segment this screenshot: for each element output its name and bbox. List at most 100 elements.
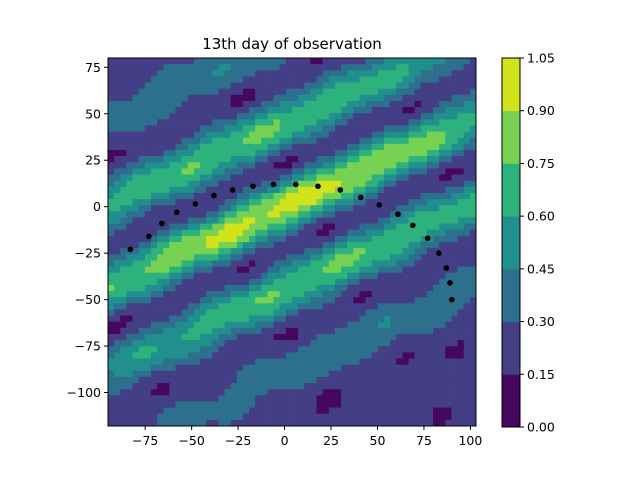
contour-cell: [457, 199, 465, 206]
contour-cell: [249, 150, 256, 157]
contour-cell: [341, 192, 348, 200]
contour-cell: [138, 156, 146, 163]
contour-cell: [463, 217, 471, 225]
contour-cell: [144, 94, 152, 102]
contour-cell: [242, 131, 250, 139]
contour-cell: [138, 291, 146, 298]
contour-cell: [273, 327, 281, 335]
contour-cell: [341, 364, 348, 372]
contour-cell: [408, 291, 416, 298]
contour-cell: [157, 70, 164, 77]
contour-cell: [396, 192, 403, 200]
contour-cell: [304, 94, 311, 102]
contour-cell: [292, 248, 299, 255]
contour-cell: [469, 217, 476, 225]
contour-cell: [402, 395, 410, 403]
contour-cell: [261, 358, 269, 366]
contour-cell: [114, 364, 121, 372]
contour-cell: [108, 376, 115, 384]
contour-cell: [157, 223, 164, 231]
contour-cell: [114, 125, 121, 133]
contour-cell: [175, 88, 183, 96]
contour-cell: [328, 260, 336, 268]
contour-cell: [230, 346, 238, 353]
contour-cell: [396, 272, 403, 280]
contour-cell: [114, 205, 121, 212]
contour-cell: [426, 340, 434, 347]
contour-cell: [469, 150, 476, 157]
contour-cell: [414, 383, 422, 390]
contour-cell: [230, 254, 238, 261]
contour-cell: [169, 272, 177, 280]
contour-cell: [187, 82, 195, 90]
contour-cell: [439, 174, 446, 182]
contour-cell: [420, 389, 428, 396]
contour-cell: [157, 156, 164, 163]
contour-cell: [224, 100, 232, 108]
contour-cell: [114, 370, 121, 378]
contour-cell: [334, 334, 342, 341]
contour-cell: [365, 419, 373, 426]
contour-cell: [353, 340, 361, 347]
contour-cell: [328, 94, 336, 102]
contour-cell: [279, 192, 287, 200]
contour-cell: [384, 107, 391, 114]
contour-cell: [359, 315, 367, 323]
contour-cell: [426, 327, 434, 335]
contour-cell: [212, 413, 219, 421]
contour-cell: [347, 88, 354, 96]
contour-cell: [334, 174, 342, 182]
contour-cell: [114, 235, 121, 243]
contour-cell: [433, 358, 440, 366]
contour-cell: [433, 100, 440, 108]
contour-cell: [469, 107, 476, 114]
contour-cell: [267, 174, 275, 182]
contour-cell: [469, 82, 476, 90]
contour-cell: [261, 58, 269, 65]
contour-cell: [261, 340, 269, 347]
contour-cell: [150, 88, 158, 96]
contour-cell: [359, 297, 367, 304]
contour-cell: [114, 419, 121, 426]
contour-cell: [390, 82, 397, 90]
contour-cell: [390, 376, 397, 384]
contour-cell: [377, 260, 385, 268]
contour-cell: [218, 389, 226, 396]
contour-cell: [163, 131, 170, 139]
contour-cell: [316, 82, 324, 90]
contour-cell: [242, 297, 250, 304]
contour-cell: [341, 217, 348, 225]
contour-cell: [377, 235, 385, 243]
contour-cell: [457, 94, 465, 102]
contour-cell: [469, 248, 476, 255]
contour-cell: [224, 125, 232, 133]
contour-cell: [230, 260, 238, 268]
contour-cell: [445, 389, 453, 396]
contour-cell: [445, 383, 453, 390]
contour-cell: [150, 254, 158, 261]
contour-cell: [200, 217, 207, 225]
contour-cell: [193, 297, 201, 304]
contour-cell: [353, 100, 361, 108]
contour-cell: [175, 76, 183, 84]
contour-cell: [316, 180, 324, 188]
contour-cell: [249, 242, 256, 249]
contour-cell: [181, 278, 189, 286]
contour-cell: [212, 272, 219, 280]
contour-cell: [328, 352, 336, 360]
contour-cell: [433, 125, 440, 133]
contour-cell: [359, 254, 367, 261]
contour-cell: [242, 119, 250, 127]
contour-cell: [316, 376, 324, 384]
contour-cell: [218, 358, 226, 366]
contour-cell: [439, 346, 446, 353]
contour-cell: [255, 327, 262, 335]
contour-cell: [322, 88, 330, 96]
contour-cell: [377, 340, 385, 347]
contour-cell: [396, 82, 403, 90]
contour-cell: [365, 364, 373, 372]
contour-cell: [298, 82, 305, 90]
contour-cell: [439, 395, 446, 403]
contour-cell: [359, 100, 367, 108]
contour-cell: [341, 100, 348, 108]
